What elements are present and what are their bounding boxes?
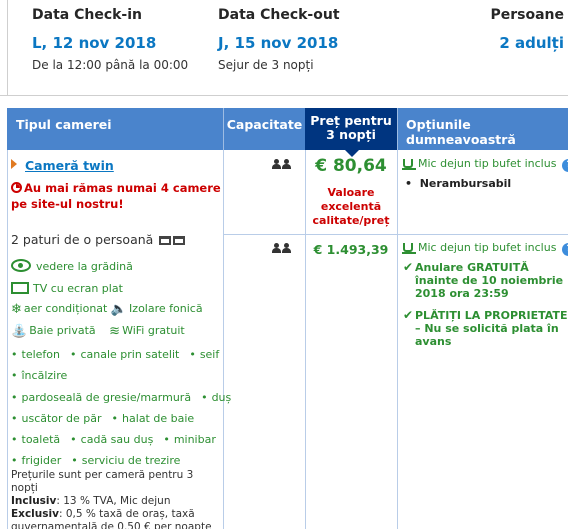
- policy-non-refundable: • Nerambursabil: [405, 177, 512, 190]
- facility-label: pardoseală de gresie/marmură: [21, 391, 192, 404]
- beds-text: 2 paturi de o persoană: [11, 232, 154, 247]
- facility-tv: TV cu ecran plat: [11, 282, 123, 295]
- booking-summary: Data Check-in L, 12 nov 2018 De la 12:00…: [0, 0, 568, 96]
- header-room-type: Tipul camerei: [16, 117, 112, 132]
- clock-icon: [11, 182, 22, 193]
- free-cancellation-text: Anulare GRATUITĂ înainte de 10 noiembrie…: [415, 261, 564, 300]
- checkout-label: Data Check-out: [218, 7, 340, 23]
- breakfast-label: Mic dejun tip bufet inclus: [418, 157, 557, 170]
- facility-label: Baie privată: [29, 324, 96, 337]
- checkout-column: Data Check-out J, 15 nov 2018 Sejur de 3…: [218, 7, 340, 72]
- facility-row: • uscător de păr • halat de baie: [11, 412, 195, 425]
- checkmark-icon: ✔: [403, 260, 414, 274]
- person-icon: [282, 159, 291, 169]
- person-icon: [282, 243, 291, 253]
- facility-ac-soundproof: ❄ aer condiționat 🔈 Izolare fonică: [11, 302, 203, 317]
- facility-label: toaletă: [21, 433, 61, 446]
- offer-price: € 80,64: [315, 156, 387, 176]
- coffee-cup-icon: [402, 159, 416, 170]
- divider: [7, 150, 8, 529]
- facility-label: aer condiționat: [23, 302, 108, 315]
- room-table: Tipul camerei Capacitate Preț pentru 3 n…: [7, 108, 568, 529]
- checkin-date[interactable]: L, 12 nov 2018: [32, 34, 157, 52]
- divider: [223, 150, 224, 529]
- facility-row: • toaletă • cadă sau duș • minibar: [11, 433, 216, 446]
- snowflake-icon: ❄: [11, 302, 22, 317]
- header-price-line1: Preț pentru: [310, 113, 392, 128]
- facility-row: • frigider • serviciu de trezire: [11, 454, 181, 467]
- facility-row: • telefon • canale prin satelit • seif: [11, 348, 220, 361]
- facility-label: canale prin satelit: [80, 348, 180, 361]
- scarcity-warning: Au mai rămas numai 4 camere pe site-ul n…: [11, 180, 221, 212]
- facility-label: cadă sau duș: [80, 433, 154, 446]
- eye-icon: [11, 259, 31, 272]
- checkin-label: Data Check-in: [32, 7, 143, 23]
- checkin-time: De la 12:00 până la 00:00: [32, 58, 189, 72]
- tv-icon: [11, 282, 29, 294]
- facility-row: • încălzire: [11, 369, 68, 382]
- person-icon: [272, 159, 281, 169]
- header-options: Opțiunile dumneavoastră: [397, 108, 568, 150]
- row-divider: [223, 234, 568, 235]
- table-header: Tipul camerei Capacitate Preț pentru 3 n…: [7, 108, 568, 157]
- facility-label: duș: [211, 391, 232, 404]
- facility-label: uscător de păr: [21, 412, 102, 425]
- facility-label: WiFi gratuit: [122, 324, 185, 337]
- pay-at-property-text: PLĂTIȚI LA PROPRIETATE – Nu se solicită …: [415, 309, 568, 348]
- shower-icon: ⛲: [11, 324, 28, 339]
- facility-label: încălzire: [21, 369, 68, 382]
- persons-column: Persoane 2 adulți: [490, 7, 564, 54]
- facility-label: Izolare fonică: [129, 302, 203, 315]
- exclusive-note: Exclusiv: 0,5 % taxă de oraș, taxă guver…: [11, 508, 212, 529]
- breakfast-included: Mic dejun tip bufet inclus?: [402, 157, 568, 172]
- stay-length: Sejur de 3 nopți: [218, 58, 314, 72]
- facility-garden-view: vedere la grădină: [11, 259, 133, 273]
- breakfast-label: Mic dejun tip bufet inclus: [418, 241, 557, 254]
- facility-label: minibar: [173, 433, 216, 446]
- divider: [7, 0, 8, 96]
- room-name: Cameră twin: [25, 158, 114, 173]
- facility-label: seif: [199, 348, 220, 361]
- coffee-cup-icon: [402, 243, 416, 254]
- capacity-2-persons: [272, 158, 292, 173]
- offer-price: € 1.493,39: [313, 242, 389, 257]
- bed-configuration: 2 paturi de o persoană: [11, 232, 186, 247]
- capacity-2-persons: [272, 242, 292, 257]
- checkout-date[interactable]: J, 15 nov 2018: [218, 34, 339, 52]
- header-capacity: Capacitate: [223, 108, 305, 150]
- checkin-column: Data Check-in L, 12 nov 2018 De la 12:00…: [32, 7, 188, 72]
- speaker-icon: 🔈: [110, 302, 128, 317]
- persons-value[interactable]: 2 adulți: [499, 34, 564, 52]
- wifi-icon: ≋: [109, 324, 121, 339]
- price-per-room-note: Prețurile sunt per cameră pentru 3 nopți: [11, 469, 194, 494]
- facility-label: serviciu de trezire: [81, 454, 181, 467]
- person-icon: [272, 243, 281, 253]
- facility-label: halat de baie: [122, 412, 195, 425]
- checkmark-icon: ✔: [403, 308, 414, 322]
- value-badge: Valoare excelentă calitate/preț: [312, 186, 390, 227]
- price-notes: Prețurile sunt per cameră pentru 3 nopți…: [11, 469, 223, 529]
- facility-label: TV cu ecran plat: [33, 282, 123, 295]
- expand-arrow-icon: [11, 159, 17, 169]
- facility-row: • pardoseală de gresie/marmură • duș: [11, 391, 232, 404]
- persons-label: Persoane: [490, 7, 564, 23]
- inclusive-note: Inclusiv: 13 % TVA, Mic dejun: [11, 495, 171, 507]
- facility-bath-wifi: ⛲ Baie privată ≋ WiFi gratuit: [11, 324, 185, 339]
- facility-label: frigider: [21, 454, 62, 467]
- divider: [397, 150, 398, 529]
- facility-label: telefon: [21, 348, 60, 361]
- table-body: Cameră twin Au mai rămas numai 4 camere …: [7, 150, 568, 529]
- bed-icon: [159, 236, 172, 245]
- help-icon[interactable]: ?: [562, 159, 568, 172]
- help-icon[interactable]: ?: [562, 243, 568, 256]
- bed-icon: [173, 236, 186, 245]
- header-price: Preț pentru 3 nopți: [305, 108, 397, 157]
- header-price-line2: 3 nopți: [326, 127, 376, 142]
- policy-label: Nerambursabil: [419, 177, 512, 190]
- scarcity-text: Au mai rămas numai 4 camere pe site-ul n…: [11, 181, 221, 211]
- divider: [305, 150, 306, 529]
- room-name-link[interactable]: Cameră twin: [11, 158, 114, 173]
- facility-label: vedere la grădină: [36, 260, 133, 273]
- breakfast-included: Mic dejun tip bufet inclus?: [402, 241, 568, 256]
